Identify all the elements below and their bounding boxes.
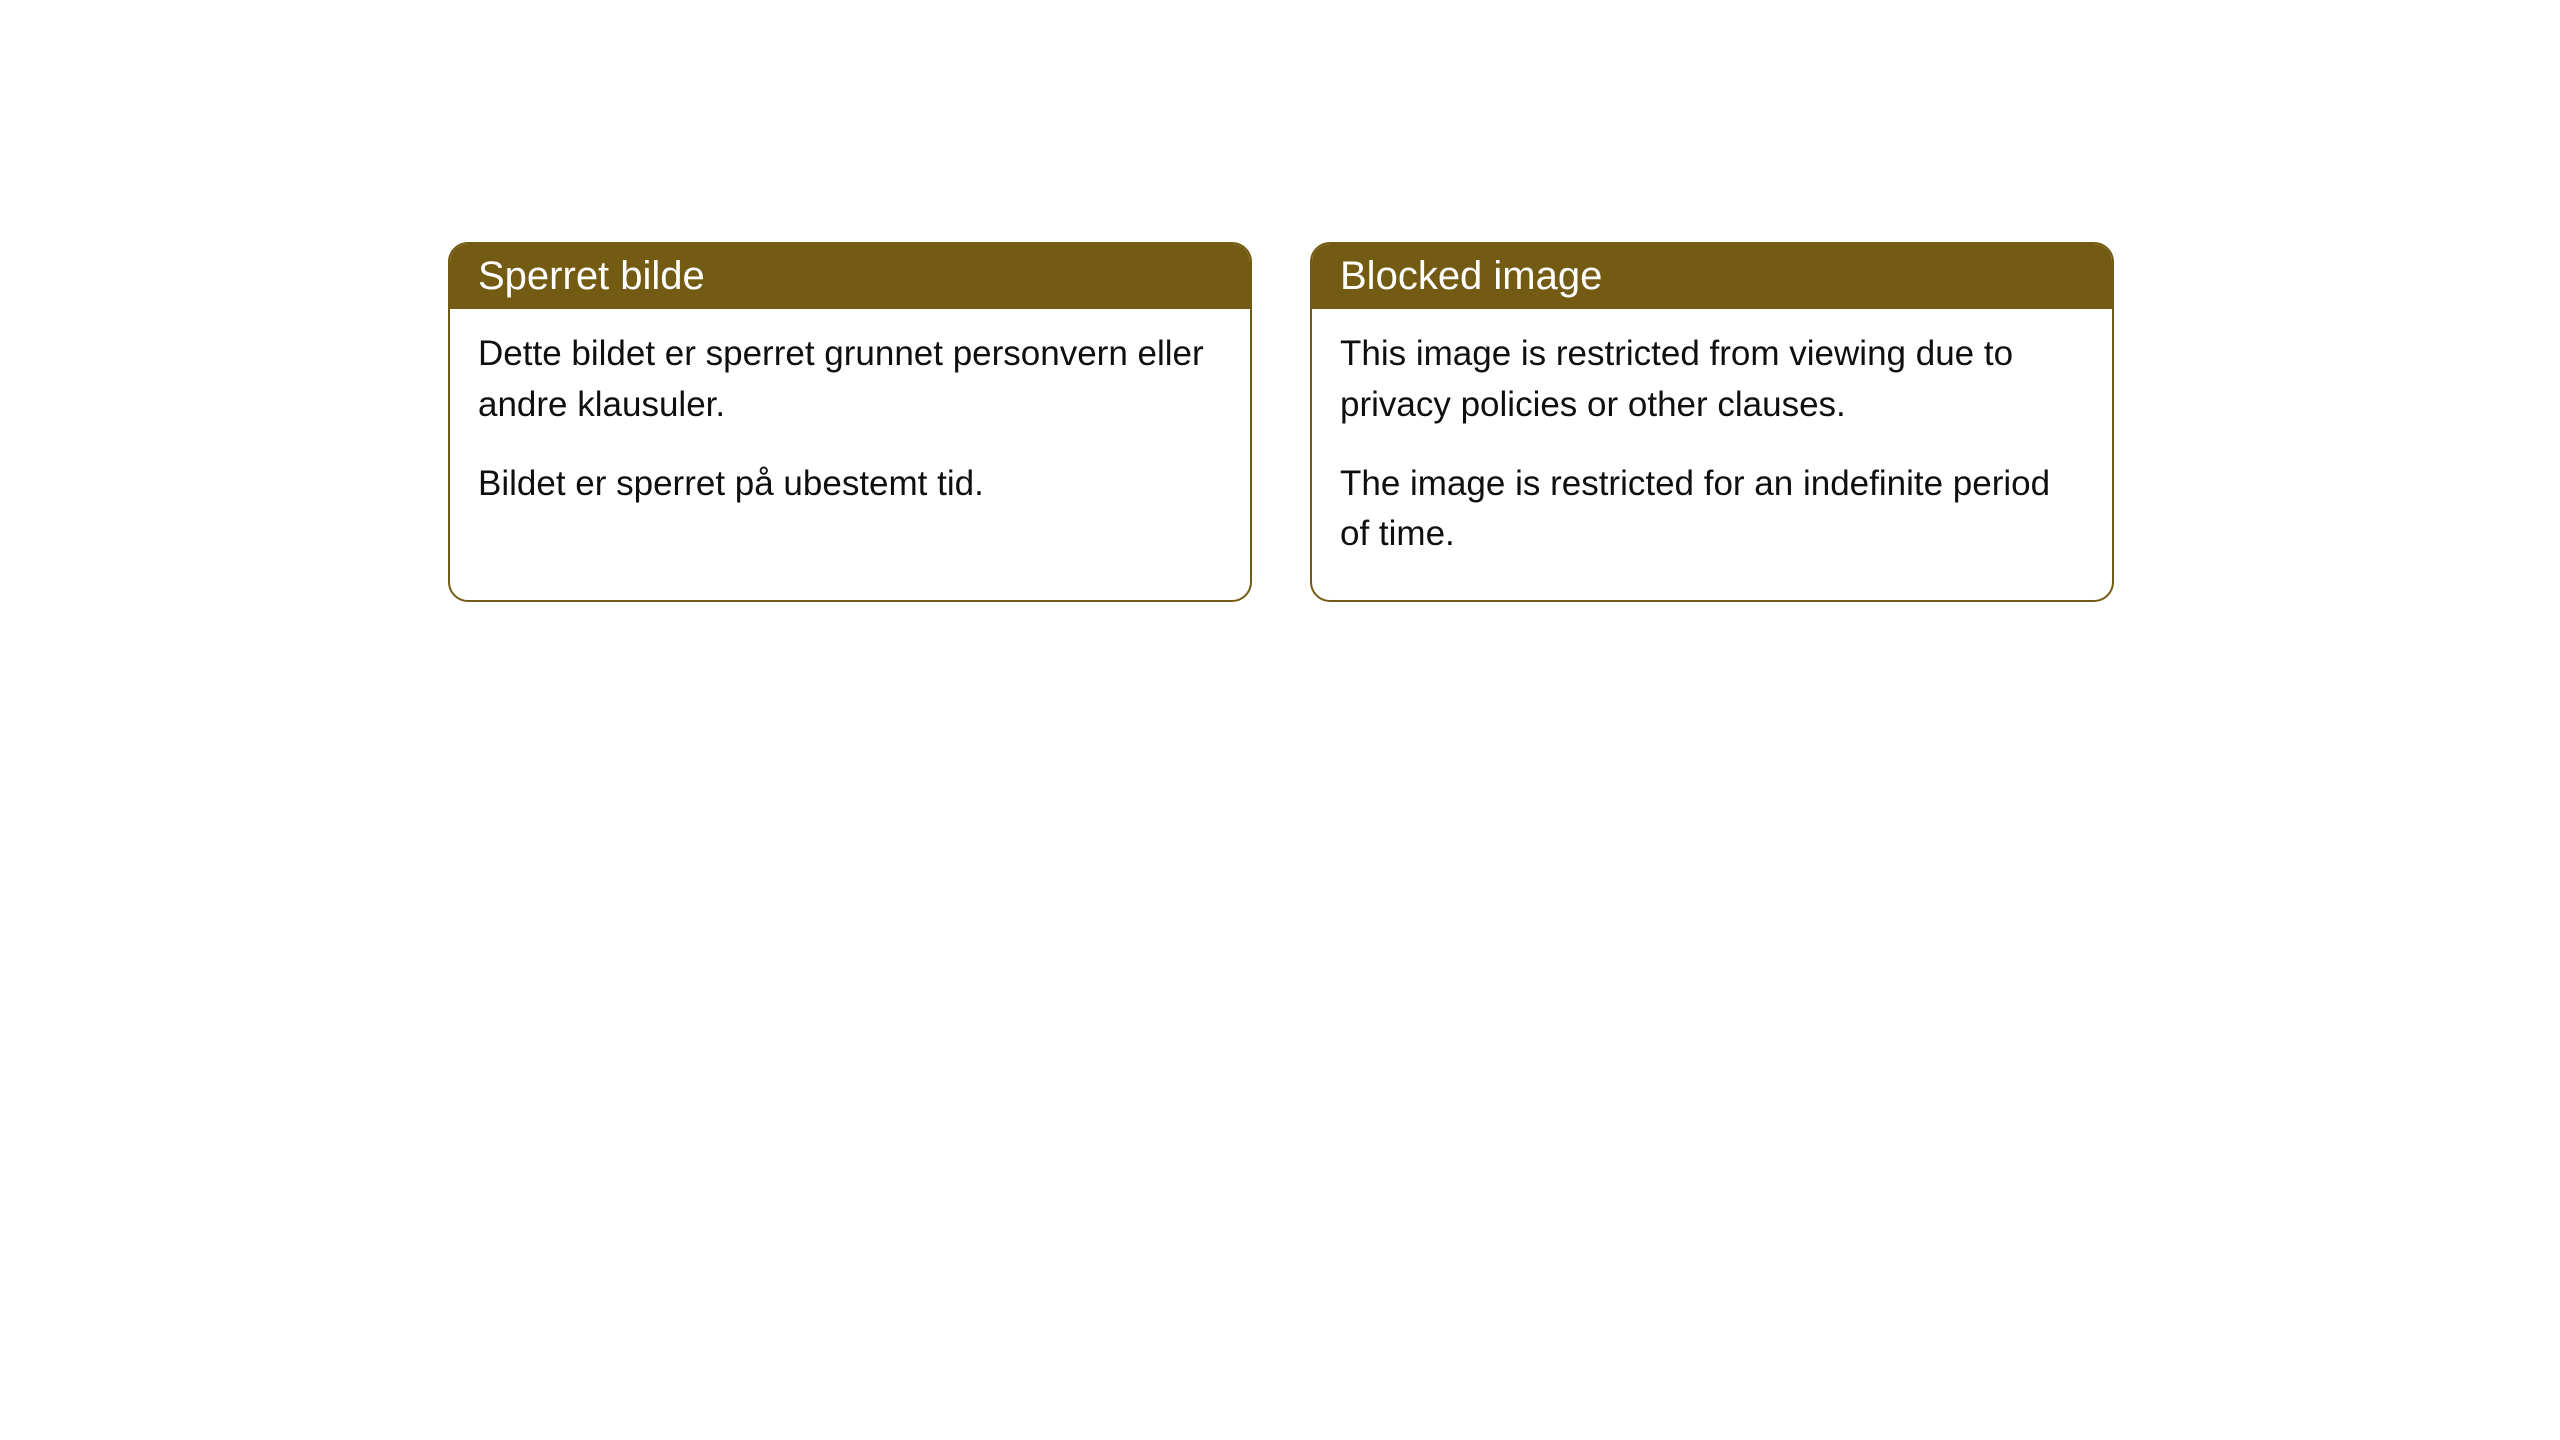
card-header: Sperret bilde bbox=[450, 244, 1250, 309]
card-paragraph: The image is restricted for an indefinit… bbox=[1340, 459, 2084, 561]
card-body: Dette bildet er sperret grunnet personve… bbox=[450, 309, 1250, 549]
card-title: Sperret bilde bbox=[478, 254, 705, 298]
card-paragraph: Bildet er sperret på ubestemt tid. bbox=[478, 459, 1222, 510]
card-paragraph: This image is restricted from viewing du… bbox=[1340, 329, 2084, 431]
card-body: This image is restricted from viewing du… bbox=[1312, 309, 2112, 600]
notice-cards-container: Sperret bilde Dette bildet er sperret gr… bbox=[448, 242, 2114, 602]
card-header: Blocked image bbox=[1312, 244, 2112, 309]
card-title: Blocked image bbox=[1340, 254, 1602, 298]
card-paragraph: Dette bildet er sperret grunnet personve… bbox=[478, 329, 1222, 431]
notice-card-english: Blocked image This image is restricted f… bbox=[1310, 242, 2114, 602]
notice-card-norwegian: Sperret bilde Dette bildet er sperret gr… bbox=[448, 242, 1252, 602]
